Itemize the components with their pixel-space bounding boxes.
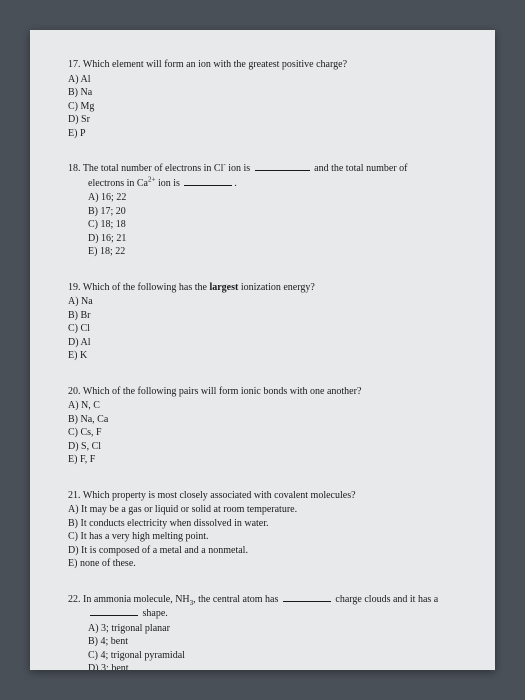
text-part: ion is bbox=[226, 163, 253, 174]
question-text-line2: shape. bbox=[68, 607, 465, 621]
choice-c: C) Cs, F bbox=[68, 426, 465, 440]
quiz-page: 17. Which element will form an ion with … bbox=[30, 30, 495, 670]
text-part: electrons in Ca bbox=[88, 178, 148, 189]
choice-d: D) S, Cl bbox=[68, 440, 465, 454]
fill-blank bbox=[255, 162, 310, 171]
bold-text: largest bbox=[209, 282, 238, 293]
question-prompt: Which of the following pairs will form i… bbox=[83, 386, 362, 397]
choice-c: C) 18; 18 bbox=[68, 218, 465, 232]
choice-b: B) Na, Ca bbox=[68, 413, 465, 427]
question-text: 17. Which element will form an ion with … bbox=[68, 58, 465, 72]
text-part: , the central atom has bbox=[193, 594, 281, 605]
question-19: 19. Which of the following has the large… bbox=[68, 281, 465, 363]
choice-e: E) none of these. bbox=[68, 557, 465, 571]
question-18: 18. The total number of electrons in Cl-… bbox=[68, 162, 465, 259]
choice-e: E) 18; 22 bbox=[68, 245, 465, 259]
choice-e: E) P bbox=[68, 127, 465, 141]
choice-d: D) 16; 21 bbox=[68, 232, 465, 246]
choice-d: D) Al bbox=[68, 336, 465, 350]
question-text-line2: electrons in Ca2+ ion is . bbox=[68, 177, 465, 191]
text-part: . bbox=[234, 178, 237, 189]
choice-a: A) 16; 22 bbox=[68, 191, 465, 205]
fill-blank bbox=[283, 593, 331, 602]
choice-a: A) Al bbox=[68, 73, 465, 87]
text-part: ionization energy? bbox=[238, 282, 314, 293]
choice-e: E) K bbox=[68, 349, 465, 363]
choice-d: D) Sr bbox=[68, 113, 465, 127]
question-prompt: Which property is most closely associate… bbox=[83, 490, 356, 501]
choice-a: A) It may be a gas or liquid or solid at… bbox=[68, 503, 465, 517]
choice-b: B) It conducts electricity when dissolve… bbox=[68, 517, 465, 531]
question-text: 22. In ammonia molecule, NH3, the centra… bbox=[68, 593, 465, 607]
question-20: 20. Which of the following pairs will fo… bbox=[68, 385, 465, 467]
text-part: In ammonia molecule, NH bbox=[83, 594, 190, 605]
choice-b: B) Na bbox=[68, 86, 465, 100]
text-part: and the total number of bbox=[312, 163, 408, 174]
question-number: 22. bbox=[68, 594, 81, 605]
choice-a: A) 3; trigonal planar bbox=[68, 622, 465, 636]
fill-blank bbox=[184, 177, 232, 186]
choice-d: D) It is composed of a metal and a nonme… bbox=[68, 544, 465, 558]
text-part: ion is bbox=[155, 178, 182, 189]
choice-d: D) 3; bent bbox=[68, 662, 465, 670]
fill-blank bbox=[90, 607, 138, 616]
question-prompt: Which element will form an ion with the … bbox=[83, 59, 347, 70]
text-part: The total number of electrons in Cl bbox=[83, 163, 224, 174]
question-text: 18. The total number of electrons in Cl-… bbox=[68, 162, 465, 176]
question-text: 19. Which of the following has the large… bbox=[68, 281, 465, 295]
question-22: 22. In ammonia molecule, NH3, the centra… bbox=[68, 593, 465, 671]
choice-b: B) 17; 20 bbox=[68, 205, 465, 219]
question-21: 21. Which property is most closely assoc… bbox=[68, 489, 465, 571]
text-part: shape. bbox=[140, 608, 168, 619]
choice-c: C) 4; trigonal pyramidal bbox=[68, 649, 465, 663]
text-part: charge clouds and it has a bbox=[333, 594, 438, 605]
question-number: 21. bbox=[68, 490, 81, 501]
choice-e: E) F, F bbox=[68, 453, 465, 467]
question-number: 19. bbox=[68, 282, 81, 293]
question-text: 21. Which property is most closely assoc… bbox=[68, 489, 465, 503]
question-number: 20. bbox=[68, 386, 81, 397]
question-text: 20. Which of the following pairs will fo… bbox=[68, 385, 465, 399]
choice-c: C) Mg bbox=[68, 100, 465, 114]
choice-c: C) Cl bbox=[68, 322, 465, 336]
question-number: 18. bbox=[68, 163, 81, 174]
choice-b: B) Br bbox=[68, 309, 465, 323]
choice-a: A) N, C bbox=[68, 399, 465, 413]
choice-b: B) 4; bent bbox=[68, 635, 465, 649]
choice-a: A) Na bbox=[68, 295, 465, 309]
question-number: 17. bbox=[68, 59, 81, 70]
choice-c: C) It has a very high melting point. bbox=[68, 530, 465, 544]
text-part: Which of the following has the bbox=[83, 282, 210, 293]
question-17: 17. Which element will form an ion with … bbox=[68, 58, 465, 140]
